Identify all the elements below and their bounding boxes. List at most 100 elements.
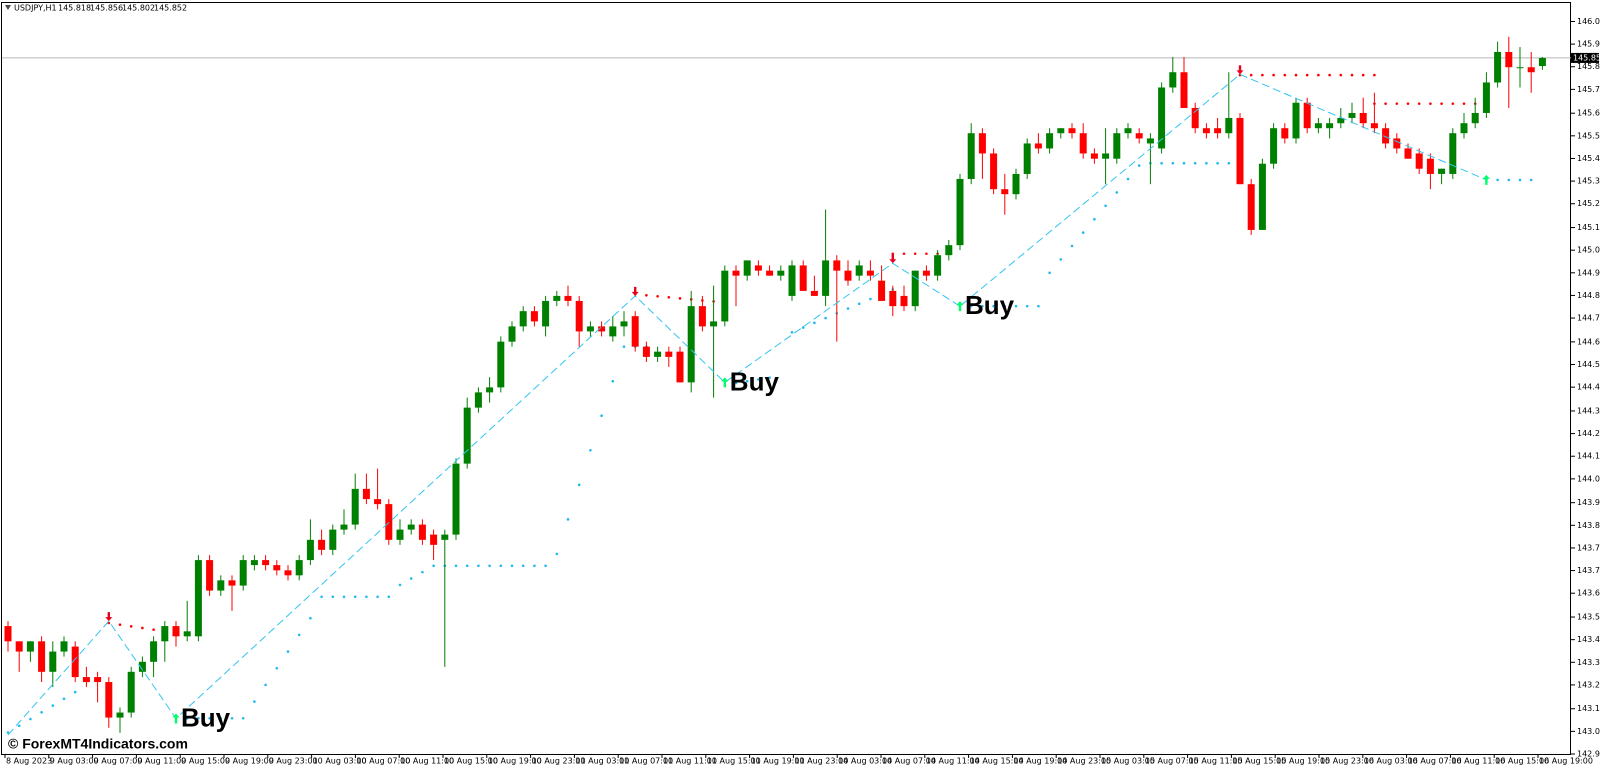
support-dot (1205, 161, 1208, 165)
resistance-dot (667, 296, 671, 299)
candle-body (262, 560, 270, 566)
candle-body (1258, 163, 1266, 230)
candle-body (1225, 117, 1233, 134)
candle-body (1292, 102, 1300, 139)
candle-body (374, 499, 382, 505)
x-tick-label: 11 Aug 03:00 (575, 757, 629, 766)
candle-body (754, 265, 762, 271)
candle-body (49, 651, 57, 672)
resistance-dot (1462, 102, 1466, 105)
x-tick-label: 14 Aug 23:00 (1057, 757, 1111, 766)
candle-body (530, 311, 538, 322)
support-dot (1070, 244, 1074, 248)
candle-body (1281, 128, 1289, 139)
support-dot (1115, 191, 1119, 194)
symbol: USDJPY,H1 (14, 4, 57, 13)
y-tick-label: 145.335 (1577, 177, 1600, 186)
support-dot (510, 564, 514, 568)
candle-body (833, 260, 841, 271)
x-tick-label: 15 Aug 19:00 (1276, 757, 1330, 766)
candle-body (26, 641, 34, 652)
candle-body (250, 560, 258, 566)
resistance-dot (1272, 73, 1275, 77)
resistance-dot (1373, 73, 1376, 77)
x-tick-label: 14 Aug 07:00 (882, 757, 936, 766)
support-dot (801, 326, 805, 329)
candle-body (127, 671, 135, 713)
support-dot (969, 304, 973, 308)
y-tick-label: 144.275 (1577, 429, 1600, 438)
candle-body (362, 488, 370, 500)
x-tick-label: 9 Aug 15:00 (181, 757, 230, 766)
resistance-dot (913, 252, 917, 256)
candle-body (1359, 112, 1367, 124)
candle-body (1516, 67, 1524, 69)
candle-body (553, 295, 561, 301)
candle-body (822, 260, 830, 296)
x-tick-label: 11 Aug 07:00 (619, 757, 673, 766)
candle-body (978, 133, 986, 154)
sell-arrow (1236, 65, 1244, 75)
candle-body (1102, 153, 1110, 159)
y-tick-label: 143.605 (1577, 589, 1600, 598)
support-dot (365, 595, 368, 599)
candle-body (1046, 133, 1054, 149)
support-dot (555, 552, 559, 556)
support-dot (1025, 304, 1029, 308)
candle-body (1236, 117, 1244, 185)
header-ohlc: 145.856 (90, 4, 123, 13)
support-dot (264, 683, 267, 687)
buy-label: Buy (965, 290, 1015, 320)
x-tick-label: 14 Aug 11:00 (926, 757, 980, 766)
candle-body (396, 529, 404, 540)
support-dot (566, 518, 570, 521)
support-dot (1182, 161, 1186, 165)
y-tick-label: 144.180 (1577, 452, 1600, 461)
support-dot (1014, 304, 1018, 308)
support-dot (197, 716, 200, 720)
support-dot (241, 716, 245, 720)
candle-body (956, 178, 964, 246)
support-dot (1059, 258, 1063, 261)
candle-body (889, 290, 897, 307)
support-dot (577, 483, 581, 487)
support-dot (1193, 161, 1197, 165)
resistance-dot (141, 626, 144, 630)
candle-body (766, 270, 774, 276)
header-ohlc: 145.802 (122, 4, 155, 13)
candle-body (508, 326, 516, 342)
candle-body (1001, 189, 1009, 195)
candle-body (810, 290, 818, 296)
resistance-dot (1440, 102, 1443, 105)
support-dot (421, 570, 424, 574)
y-tick-label: 145.910 (1577, 40, 1600, 49)
buy-label: Buy (730, 366, 780, 396)
resistance-dot (1384, 102, 1387, 105)
candle-body (194, 560, 202, 637)
candle-body (1303, 102, 1311, 129)
support-dot (544, 564, 547, 568)
support-dot (297, 633, 301, 637)
candle-body (15, 641, 23, 652)
candle-body (161, 626, 169, 642)
candle-body (1012, 173, 1020, 195)
candle-body (452, 463, 460, 535)
candle-body (1247, 184, 1255, 230)
support-dot (477, 564, 480, 568)
support-dot (488, 564, 491, 568)
support-dot (286, 650, 290, 653)
x-tick-label: 14 Aug 15:00 (970, 757, 1024, 766)
candle-body (239, 560, 247, 586)
support-dot (1048, 271, 1051, 275)
support-dot (757, 378, 760, 381)
resistance-dot (1417, 102, 1421, 105)
candle-body (1079, 133, 1087, 154)
candle-body (1191, 107, 1199, 129)
support-dot (1496, 178, 1499, 182)
candle-body (710, 321, 718, 327)
candle-body (329, 529, 337, 550)
support-dot (253, 700, 256, 703)
y-tick-label: 145.140 (1577, 223, 1600, 232)
buy-arrow (956, 301, 964, 312)
